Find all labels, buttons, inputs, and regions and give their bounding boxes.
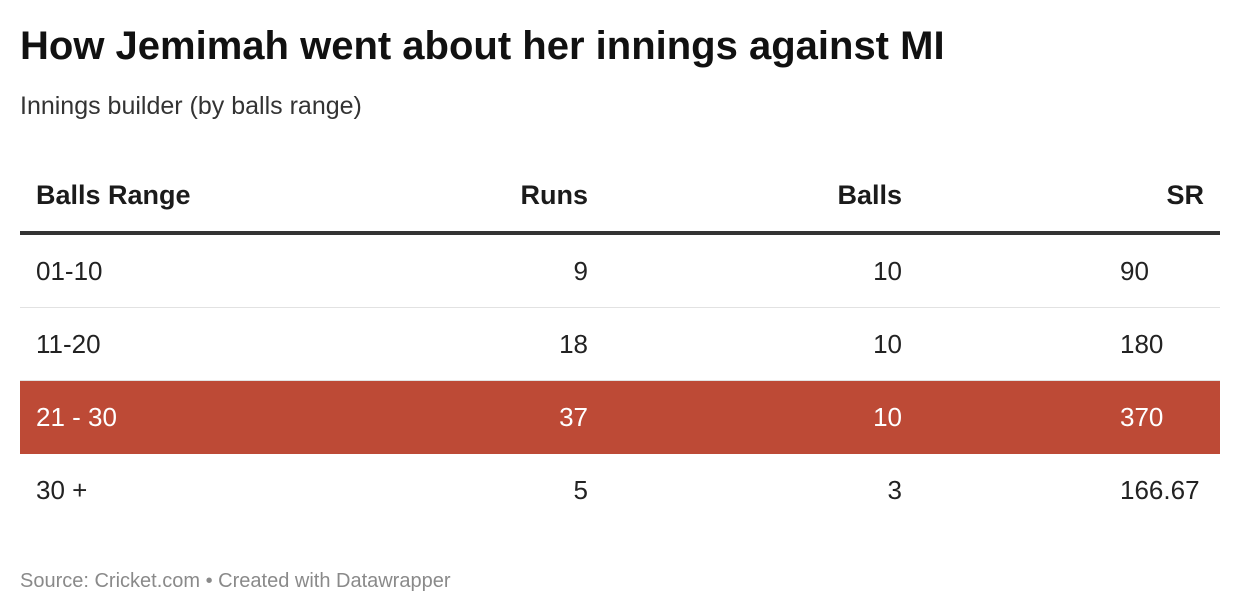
- cell-balls: 10: [873, 328, 902, 359]
- table-header-row: Balls Range Runs Balls SR: [20, 160, 1220, 235]
- header-sr: SR: [1166, 180, 1204, 210]
- source-footer: Source: Cricket.com • Created with Dataw…: [20, 570, 451, 592]
- cell-sr: 90: [1120, 235, 1204, 307]
- cell-balls: 10: [873, 255, 902, 286]
- cell-runs: 9: [573, 255, 588, 286]
- cell-runs: 18: [559, 328, 588, 359]
- chart-title: How Jemimah went about her innings again…: [20, 24, 945, 68]
- header-balls: Balls: [837, 180, 902, 210]
- cell-sr: 180: [1120, 308, 1204, 380]
- cell-balls: 10: [873, 401, 902, 432]
- cell-range: 01-10: [36, 255, 103, 286]
- cell-range: 21 - 30: [36, 401, 117, 432]
- table-row: 11-20 18 10 180: [20, 308, 1220, 381]
- cell-runs: 5: [573, 475, 588, 505]
- cell-sr-value: 90: [1120, 255, 1149, 286]
- header-runs: Runs: [520, 180, 589, 210]
- cell-range: 30 +: [36, 475, 88, 505]
- cell-sr-value: 370: [1120, 401, 1164, 432]
- cell-sr: 166.67: [1120, 454, 1204, 527]
- table-row-highlighted: 21 - 30 37 10 370: [20, 381, 1220, 454]
- cell-sr-value: 180: [1120, 328, 1164, 359]
- chart-subtitle: Innings builder (by balls range): [20, 92, 362, 120]
- cell-range: 11-20: [36, 328, 101, 359]
- data-table: Balls Range Runs Balls SR 01-10 9 10 90 …: [20, 160, 1220, 527]
- table-row: 01-10 9 10 90: [20, 235, 1220, 308]
- cell-runs: 37: [559, 401, 588, 432]
- header-balls-range: Balls Range: [36, 180, 191, 210]
- cell-sr-value: 166.67: [1120, 475, 1200, 505]
- table-row: 30 + 5 3 166.67: [20, 454, 1220, 527]
- cell-sr: 370: [1120, 381, 1204, 453]
- cell-balls: 3: [887, 475, 902, 505]
